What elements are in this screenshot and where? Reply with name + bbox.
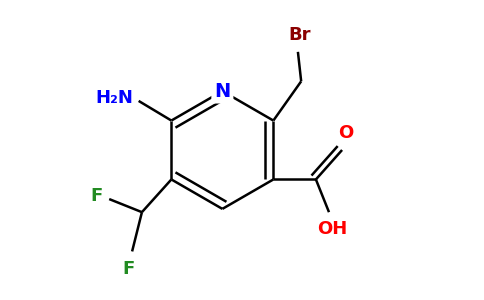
Text: F: F	[91, 187, 103, 205]
Text: N: N	[214, 82, 230, 100]
Text: F: F	[123, 260, 135, 278]
Text: OH: OH	[317, 220, 348, 238]
Text: O: O	[338, 124, 353, 142]
Text: H₂N: H₂N	[96, 89, 134, 107]
Text: Br: Br	[288, 26, 311, 44]
